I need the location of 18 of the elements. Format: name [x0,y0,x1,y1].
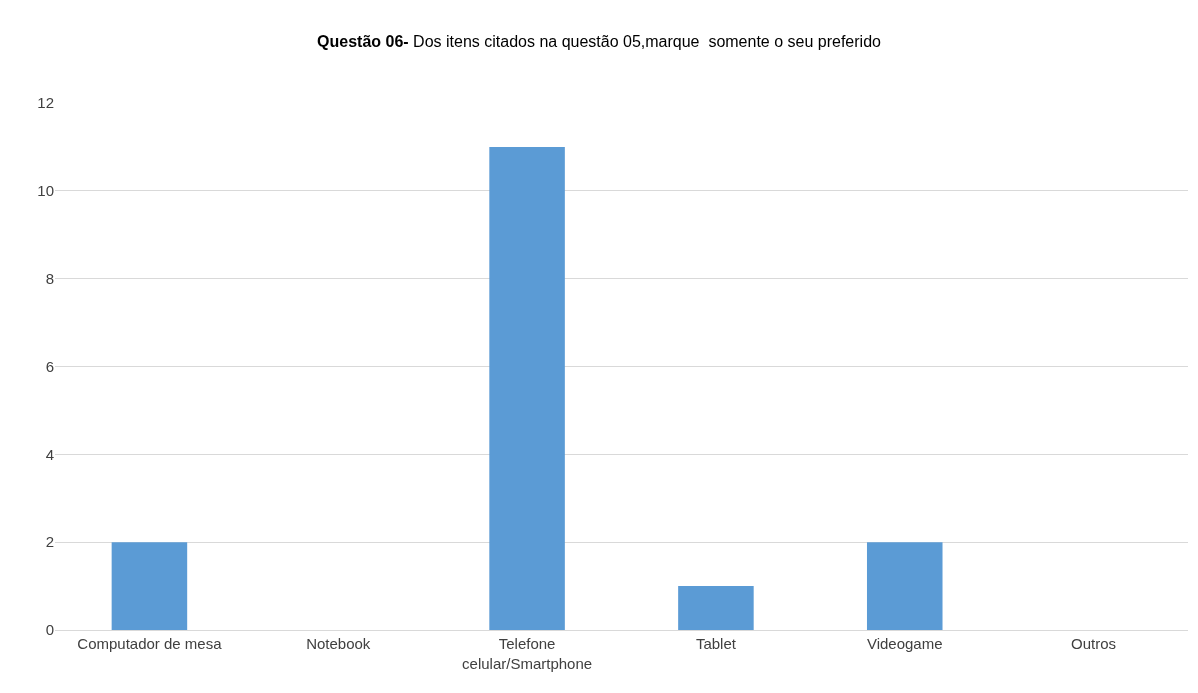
y-tick-label: 12 [37,94,54,112]
y-tick-label: 6 [45,357,54,375]
x-tick-label: Telefone celular/Smartphone [462,635,593,672]
y-tick-label: 10 [37,182,54,200]
x-tick-label: Computador de mesa [77,635,223,652]
y-tick-label: 8 [45,269,54,287]
bar [678,586,754,630]
y-tick-label: 2 [45,533,54,551]
bar [111,542,188,630]
bar [866,542,943,630]
y-tick-label: 0 [45,621,54,639]
bar [489,146,565,630]
x-tick-label: Videogame [866,635,943,652]
y-tick-label: 4 [45,445,54,463]
x-tick-label: Notebook [306,635,371,652]
x-tick-label: Tablet [695,635,737,652]
x-tick-label: Outros [1071,635,1117,652]
chart-title: Questão 06- Dos itens citados na questão 05,marque somente o seu preferido [317,33,882,51]
